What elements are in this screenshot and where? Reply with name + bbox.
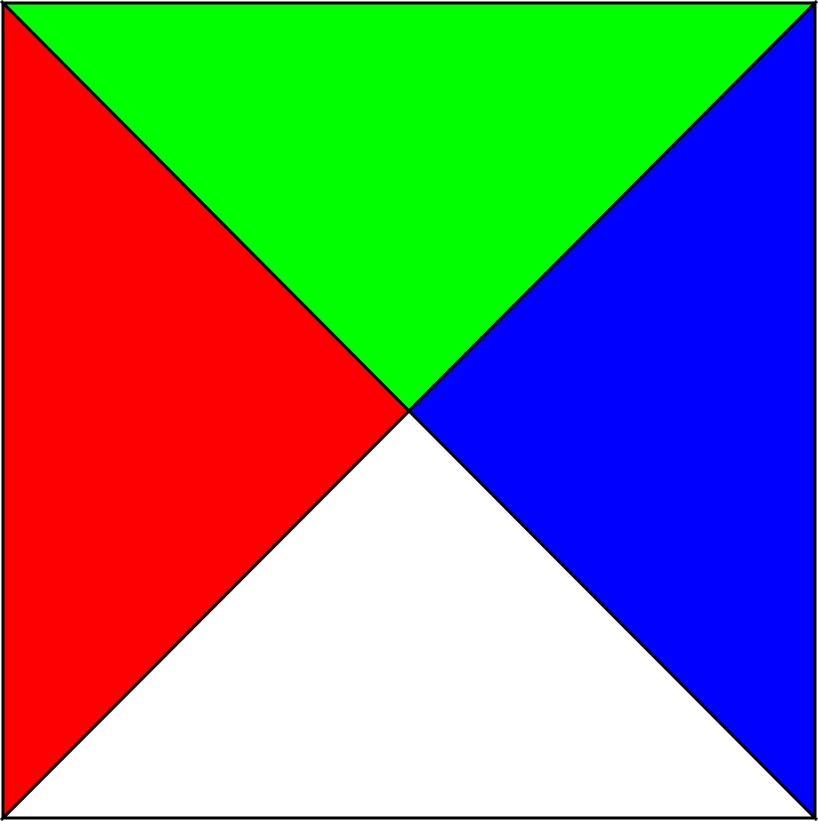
four-triangle-square-diagram: [0, 0, 818, 821]
square-frame: [1, 1, 817, 820]
